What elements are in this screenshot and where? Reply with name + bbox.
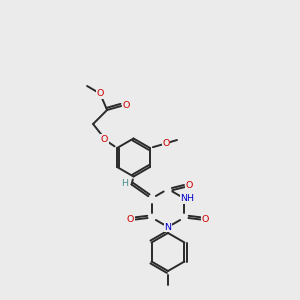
Text: O: O [202,215,209,224]
Text: O: O [185,181,193,190]
Text: O: O [100,134,108,143]
Text: O: O [96,89,104,98]
Text: O: O [122,101,130,110]
Text: H: H [121,179,128,188]
Text: NH: NH [181,194,194,203]
Text: O: O [162,139,170,148]
Text: N: N [164,223,172,232]
Text: O: O [127,215,134,224]
